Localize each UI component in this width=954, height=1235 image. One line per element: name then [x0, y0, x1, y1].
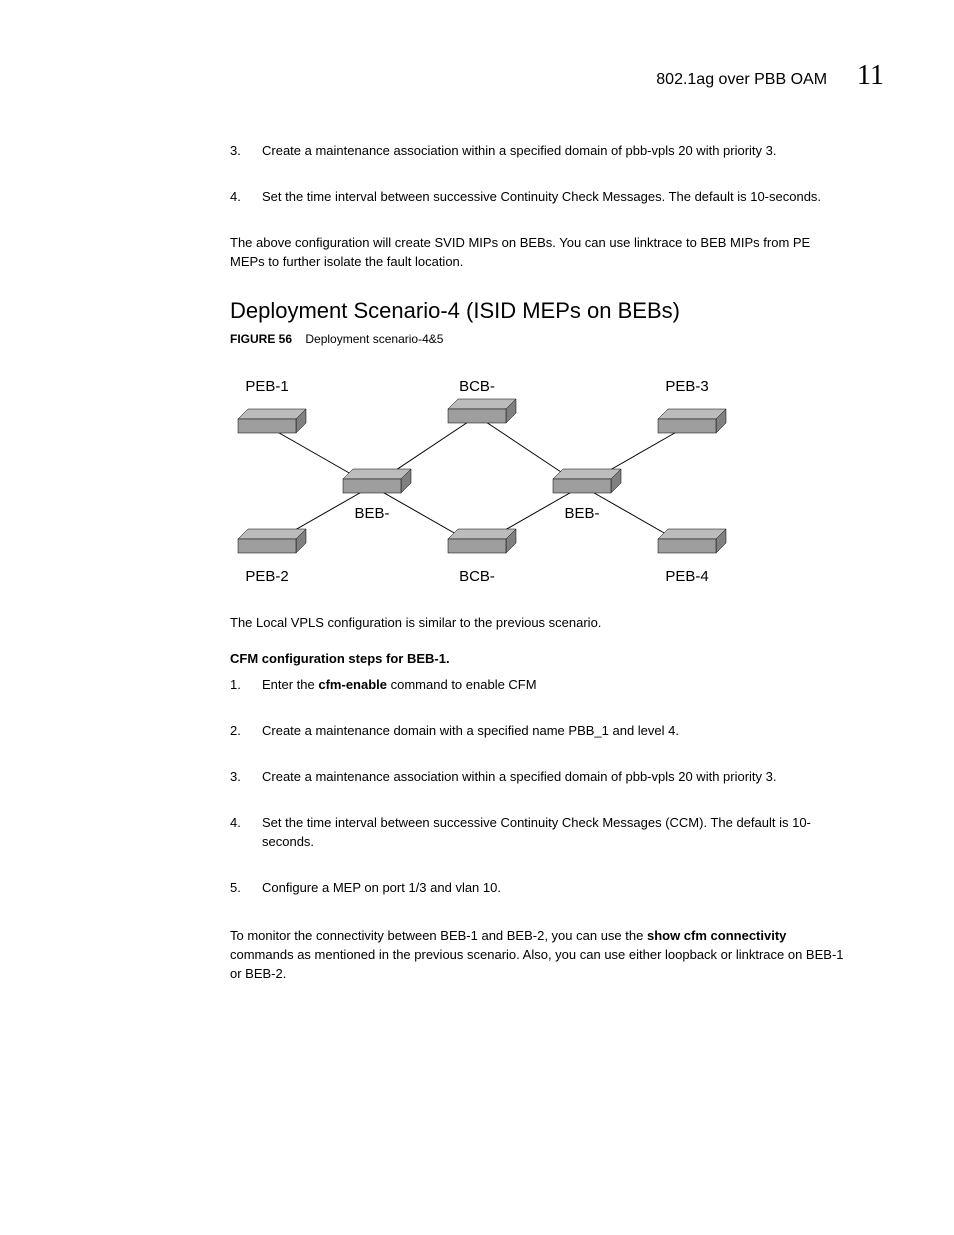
list-number: 4.	[230, 188, 248, 206]
network-diagram: PEB-1 BCB- PEB-3 BEB- BEB- PEB-2 BCB- PEB-4	[70, 366, 884, 596]
page-header: 802.1ag over PBB OAM 11	[70, 60, 884, 92]
post-figure-paragraph: The Local VPLS configuration is similar …	[70, 614, 884, 633]
list-text: Enter the cfm-enable command to enable C…	[262, 676, 537, 694]
list-number: 4.	[230, 814, 248, 850]
svg-text:BCB-: BCB-	[459, 378, 495, 395]
closing-pre: To monitor the connectivity between BEB-…	[230, 928, 647, 943]
svg-text:PEB-4: PEB-4	[665, 568, 708, 585]
list-text: Configure a MEP on port 1/3 and vlan 10.	[262, 879, 501, 897]
list-number: 2.	[230, 722, 248, 740]
figure-caption-text: Deployment scenario-4&5	[305, 332, 443, 346]
closing-bold: show cfm connectivity	[647, 928, 786, 943]
closing-post: commands as mentioned in the previous sc…	[230, 947, 844, 981]
section-heading: Deployment Scenario-4 (ISID MEPs on BEBs…	[70, 298, 884, 324]
list-text: Create a maintenance domain with a speci…	[262, 722, 679, 740]
list-item: 3. Create a maintenance association withi…	[70, 142, 884, 160]
figure-caption: FIGURE 56 Deployment scenario-4&5	[70, 332, 884, 346]
list-item: 4. Set the time interval between successi…	[70, 188, 884, 206]
list-number: 1.	[230, 676, 248, 694]
svg-text:PEB-1: PEB-1	[245, 378, 288, 395]
svg-text:BEB-: BEB-	[564, 505, 599, 522]
list-number: 5.	[230, 879, 248, 897]
list-text: Create a maintenance association within …	[262, 142, 777, 160]
list-item: 5. Configure a MEP on port 1/3 and vlan 1…	[70, 879, 884, 897]
list-item: 3. Create a maintenance association withi…	[70, 768, 884, 786]
svg-text:PEB-2: PEB-2	[245, 568, 288, 585]
cfm-subheading: CFM configuration steps for BEB-1.	[70, 651, 884, 666]
header-text: 802.1ag over PBB OAM	[656, 71, 827, 89]
list-item: 4. Set the time interval between successi…	[70, 814, 884, 850]
svg-text:PEB-3: PEB-3	[665, 378, 708, 395]
chapter-number: 11	[857, 60, 884, 92]
diagram-svg: PEB-1 BCB- PEB-3 BEB- BEB- PEB-2 BCB- PEB-4	[197, 366, 757, 596]
svg-text:BCB-: BCB-	[459, 568, 495, 585]
list-number: 3.	[230, 142, 248, 160]
list-item: 1. Enter the cfm-enable command to enable…	[70, 676, 884, 694]
figure-label: FIGURE 56	[230, 332, 292, 346]
list-number: 3.	[230, 768, 248, 786]
list-text: Create a maintenance association within …	[262, 768, 777, 786]
list-item: 2. Create a maintenance domain with a spe…	[70, 722, 884, 740]
svg-text:BEB-: BEB-	[354, 505, 389, 522]
closing-paragraph: To monitor the connectivity between BEB-…	[70, 927, 884, 984]
list-text: Set the time interval between successive…	[262, 188, 821, 206]
list-text: Set the time interval between successive…	[262, 814, 844, 850]
intro-paragraph: The above configuration will create SVID…	[70, 234, 884, 272]
